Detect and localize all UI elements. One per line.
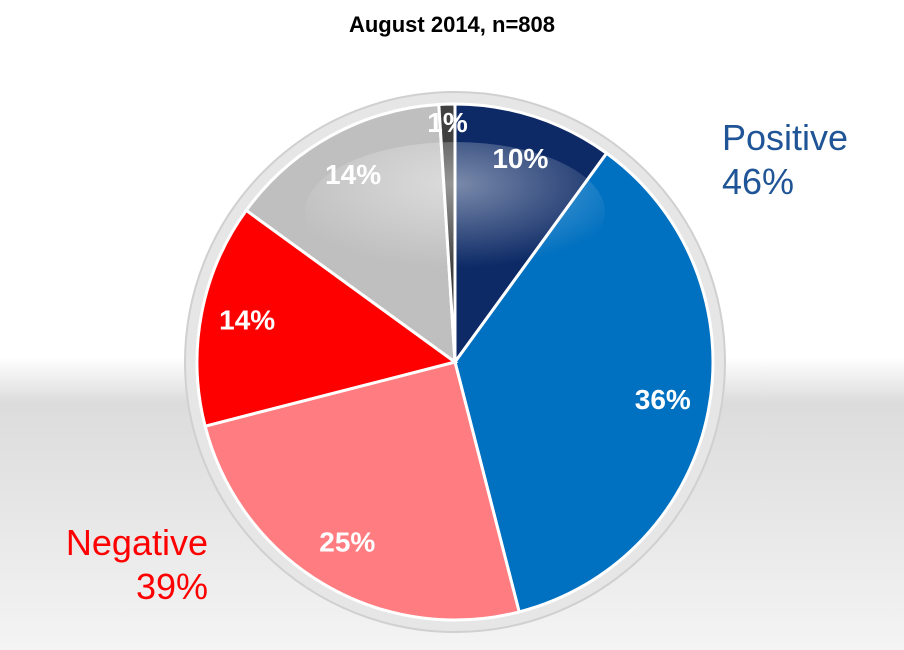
annotation-line: Negative — [66, 522, 208, 563]
pie-shine — [305, 142, 605, 282]
annotation-line: 39% — [136, 566, 208, 607]
data-label: 36% — [635, 384, 691, 415]
data-label: 1% — [427, 107, 468, 138]
annotation: Positive 46% — [722, 117, 848, 202]
pie-slice — [195, 208, 459, 428]
annotation-line: 46% — [722, 161, 794, 202]
pie-slice — [203, 360, 521, 622]
pie-slice — [453, 151, 715, 614]
data-label: 25% — [319, 526, 375, 557]
annotation: Negative 39% — [66, 522, 208, 607]
annotation-line: Positive — [722, 117, 848, 158]
data-label: 10% — [492, 143, 548, 174]
data-label: 14% — [325, 159, 381, 190]
data-label: 14% — [219, 305, 275, 336]
chart-title: August 2014, n=808 — [349, 12, 555, 37]
